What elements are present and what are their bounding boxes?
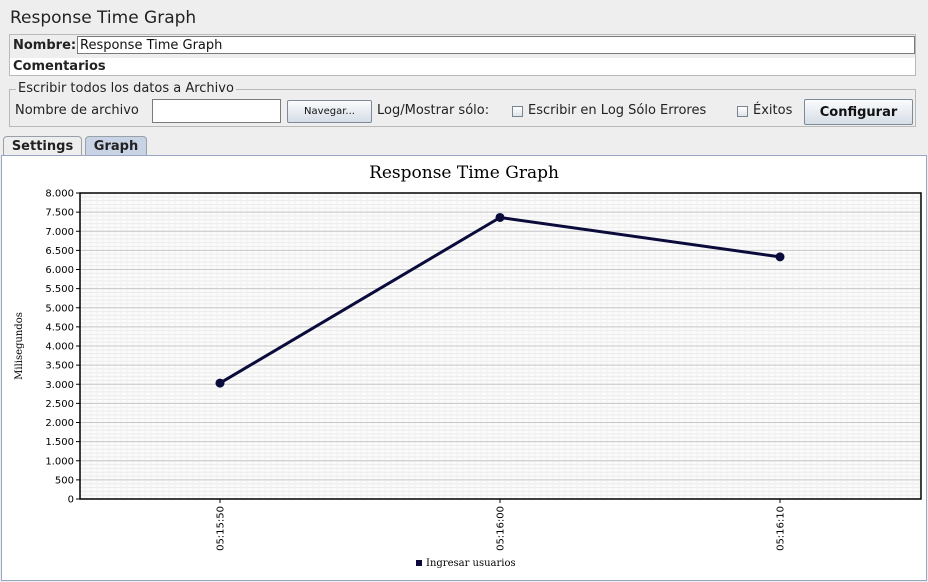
file-group-legend: Escribir todos los datos a Archivo xyxy=(16,81,236,96)
graph-panel: 0 500 1.000 1.500 2.000 2.500 3.000 3.500 4.000 4… xyxy=(1,155,927,581)
configure-button[interactable]: Configurar xyxy=(804,99,913,125)
x-tick-label: 05:16:10 xyxy=(776,506,787,551)
chart-grid xyxy=(80,192,921,500)
y-tick-label: 1.000 xyxy=(45,456,74,467)
y-tick-label: 4.000 xyxy=(45,342,74,353)
filename-input[interactable] xyxy=(152,99,281,123)
tab-settings[interactable]: Settings xyxy=(3,136,82,156)
y-tick-label: 2.000 xyxy=(45,418,74,429)
success-label: Éxitos xyxy=(753,103,793,118)
success-checkbox[interactable] xyxy=(737,106,748,117)
chart-series xyxy=(215,212,785,388)
name-comments-box: Nombre: Comentarios xyxy=(9,34,916,76)
y-tick-label: 3.500 xyxy=(45,361,74,372)
y-tick-label: 0 xyxy=(68,495,74,506)
y-axis-label: Milisegundos xyxy=(14,312,25,380)
x-tick-label: 05:16:00 xyxy=(496,506,507,551)
comments-label: Comentarios xyxy=(13,59,106,74)
y-axis-ticks: 0 500 1.000 1.500 2.000 2.500 3.000 3.500 4.000 4… xyxy=(45,189,80,506)
x-axis-ticks: 05:15:50 05:16:00 05:16:10 xyxy=(216,499,787,551)
y-tick-label: 4.500 xyxy=(45,322,74,333)
y-tick-label: 7.000 xyxy=(45,227,74,238)
errors-only-label: Escribir en Log Sólo Errores xyxy=(528,103,707,118)
response-time-chart: 0 500 1.000 1.500 2.000 2.500 3.000 3.500 4.000 4… xyxy=(14,163,922,569)
y-tick-label: 500 xyxy=(55,475,74,486)
name-label: Nombre: xyxy=(13,38,77,53)
errors-only-checkbox[interactable] xyxy=(512,106,523,117)
y-tick-label: 3.000 xyxy=(45,380,74,391)
data-point xyxy=(775,252,785,262)
legend-swatch xyxy=(416,560,422,566)
file-settings-group xyxy=(9,89,916,127)
y-tick-label: 2.500 xyxy=(45,399,74,410)
y-tick-label: 6.500 xyxy=(45,246,74,257)
x-tick-label: 05:15:50 xyxy=(216,506,227,551)
chart-legend: Ingresar usuarios xyxy=(416,558,516,569)
y-tick-label: 1.500 xyxy=(45,437,74,448)
comments-row[interactable]: Comentarios xyxy=(10,58,915,75)
legend-label: Ingresar usuarios xyxy=(426,558,516,569)
name-input[interactable] xyxy=(77,36,915,54)
chart-title: Response Time Graph xyxy=(369,163,559,183)
y-tick-label: 8.000 xyxy=(45,189,74,200)
data-point xyxy=(495,212,505,222)
tab-graph[interactable]: Graph xyxy=(85,136,147,156)
browse-button[interactable]: Navegar... xyxy=(287,100,372,123)
data-point xyxy=(215,378,225,388)
page-title: Response Time Graph xyxy=(10,8,197,28)
filename-label: Nombre de archivo xyxy=(15,103,139,118)
y-tick-label: 6.000 xyxy=(45,265,74,276)
y-tick-label: 5.500 xyxy=(45,284,74,295)
y-tick-label: 5.000 xyxy=(45,303,74,314)
log-display-label: Log/Mostrar sólo: xyxy=(377,103,490,118)
y-tick-label: 7.500 xyxy=(45,208,74,219)
